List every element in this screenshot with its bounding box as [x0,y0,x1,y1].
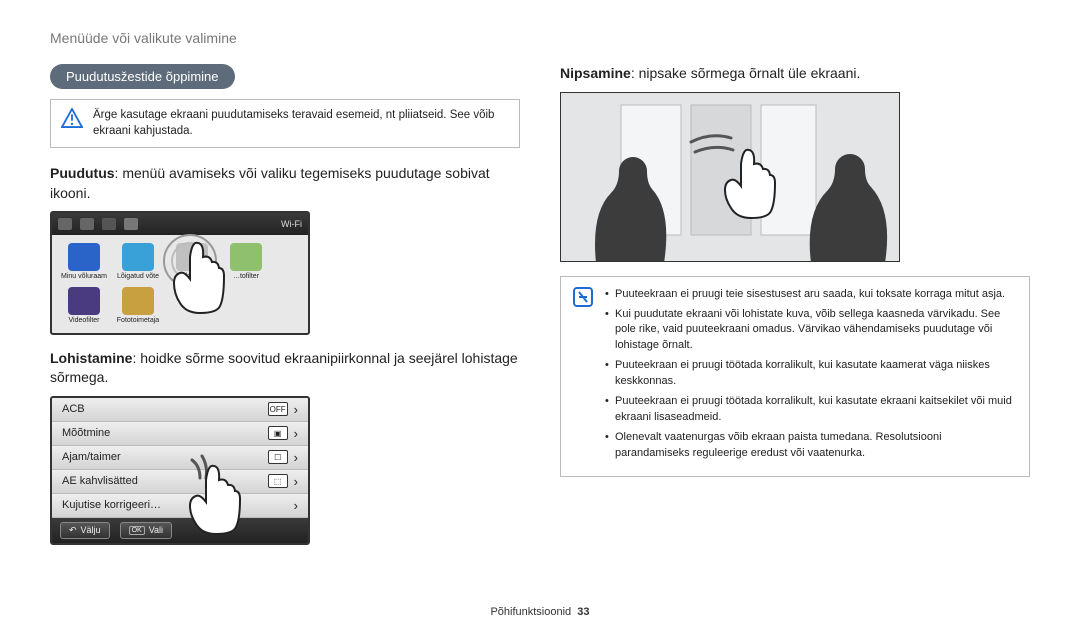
app-tile[interactable]: Minu võluraam [60,243,108,281]
camera2-icon [80,218,94,230]
menu-footer: ↶Välju OKVali [52,518,308,543]
chevron-right-icon: › [294,426,298,441]
menu-row[interactable]: Ajam/taimer☐› [52,446,308,470]
menu-row[interactable]: ACBOFF› [52,398,308,422]
screen-body: Minu võluraam Lõigatud võte Liikuv … …to… [52,235,308,332]
gear-icon [124,218,138,230]
menu-row[interactable]: AE kahvlisätted⬚› [52,470,308,494]
drag-bold: Lohistamine [50,350,132,366]
app-tile[interactable]: Liikuv … [168,243,216,281]
touch-rest: : menüü avamiseks või valiku tegemiseks … [50,165,490,201]
info-item: Puuteekraan ei pruugi töötada korralikul… [605,358,1017,390]
touch-bold: Puudutus [50,165,115,181]
device-topbar: Wi-Fi [52,213,308,235]
warning-icon [61,108,83,131]
right-column: Nipsamine: nipsake sõrmega õrnalt üle ek… [560,64,1030,545]
row-icon: ⬚ [268,474,288,488]
chevron-right-icon: › [294,402,298,417]
device-screen-drag: ACBOFF› Mõõtmine▣› Ajam/taimer☐› AE kahv… [50,396,310,545]
warning-text: Ärge kasutage ekraani puudutamiseks tera… [93,108,509,139]
ok-button[interactable]: OKVali [120,522,172,539]
back-icon: ↶ [69,525,77,536]
info-item: Puuteekraan ei pruugi teie sisestusest a… [605,287,1017,303]
device-screen-touch: Wi-Fi Minu võluraam Lõigatud võte Liikuv… [50,211,310,334]
info-item: Puuteekraan ei pruugi töötada korralikul… [605,394,1017,426]
menu-row[interactable]: Kujutise korrigeeri…› [52,494,308,518]
back-button[interactable]: ↶Välju [60,522,110,539]
info-item: Olenevalt vaatenurgas võib ekraan paista… [605,430,1017,462]
row-icon: OFF [268,402,288,416]
menu-row[interactable]: Mõõtmine▣› [52,422,308,446]
app-tile[interactable]: Fototoimetaja [114,287,162,325]
info-icon [573,287,595,310]
swipe-heading: Nipsamine: nipsake sõrmega õrnalt üle ek… [560,64,1030,84]
row-icon: ▣ [268,426,288,440]
app-tile[interactable]: Lõigatud võte [114,243,162,281]
page-footer: Põhifunktsioonid 33 [0,606,1080,618]
warning-box: Ärge kasutage ekraani puudutamiseks tera… [50,99,520,148]
app-tile[interactable]: Videofilter [60,287,108,325]
info-box: Puuteekraan ei pruugi teie sisestusest a… [560,276,1030,477]
left-column: Puudutusžestide õppimine Ärge kasutage e… [50,64,520,545]
info-item: Kui puudutate ekraani või lohistate kuva… [605,307,1017,355]
info-list: Puuteekraan ei pruugi teie sisestusest a… [605,287,1017,466]
wifi-label: Wi-Fi [281,219,302,229]
swipe-rest: : nipsake sõrmega õrnalt üle ekraani. [631,65,861,81]
star-icon [102,218,116,230]
row-icon: ☐ [268,450,288,464]
swipe-bold: Nipsamine [560,65,631,81]
chevron-right-icon: › [294,498,298,513]
touch-heading: Puudutus: menüü avamiseks või valiku teg… [50,164,520,203]
drag-heading: Lohistamine: hoidke sõrme soovitud ekraa… [50,349,520,388]
breadcrumb: Menüüde või valikute valimine [50,30,1030,46]
section-pill: Puudutusžestide õppimine [50,64,235,89]
camera-icon [58,218,72,230]
chevron-right-icon: › [294,450,298,465]
app-tile[interactable]: …tofilter [222,243,270,281]
swipe-illustration [560,92,900,262]
chevron-right-icon: › [294,474,298,489]
